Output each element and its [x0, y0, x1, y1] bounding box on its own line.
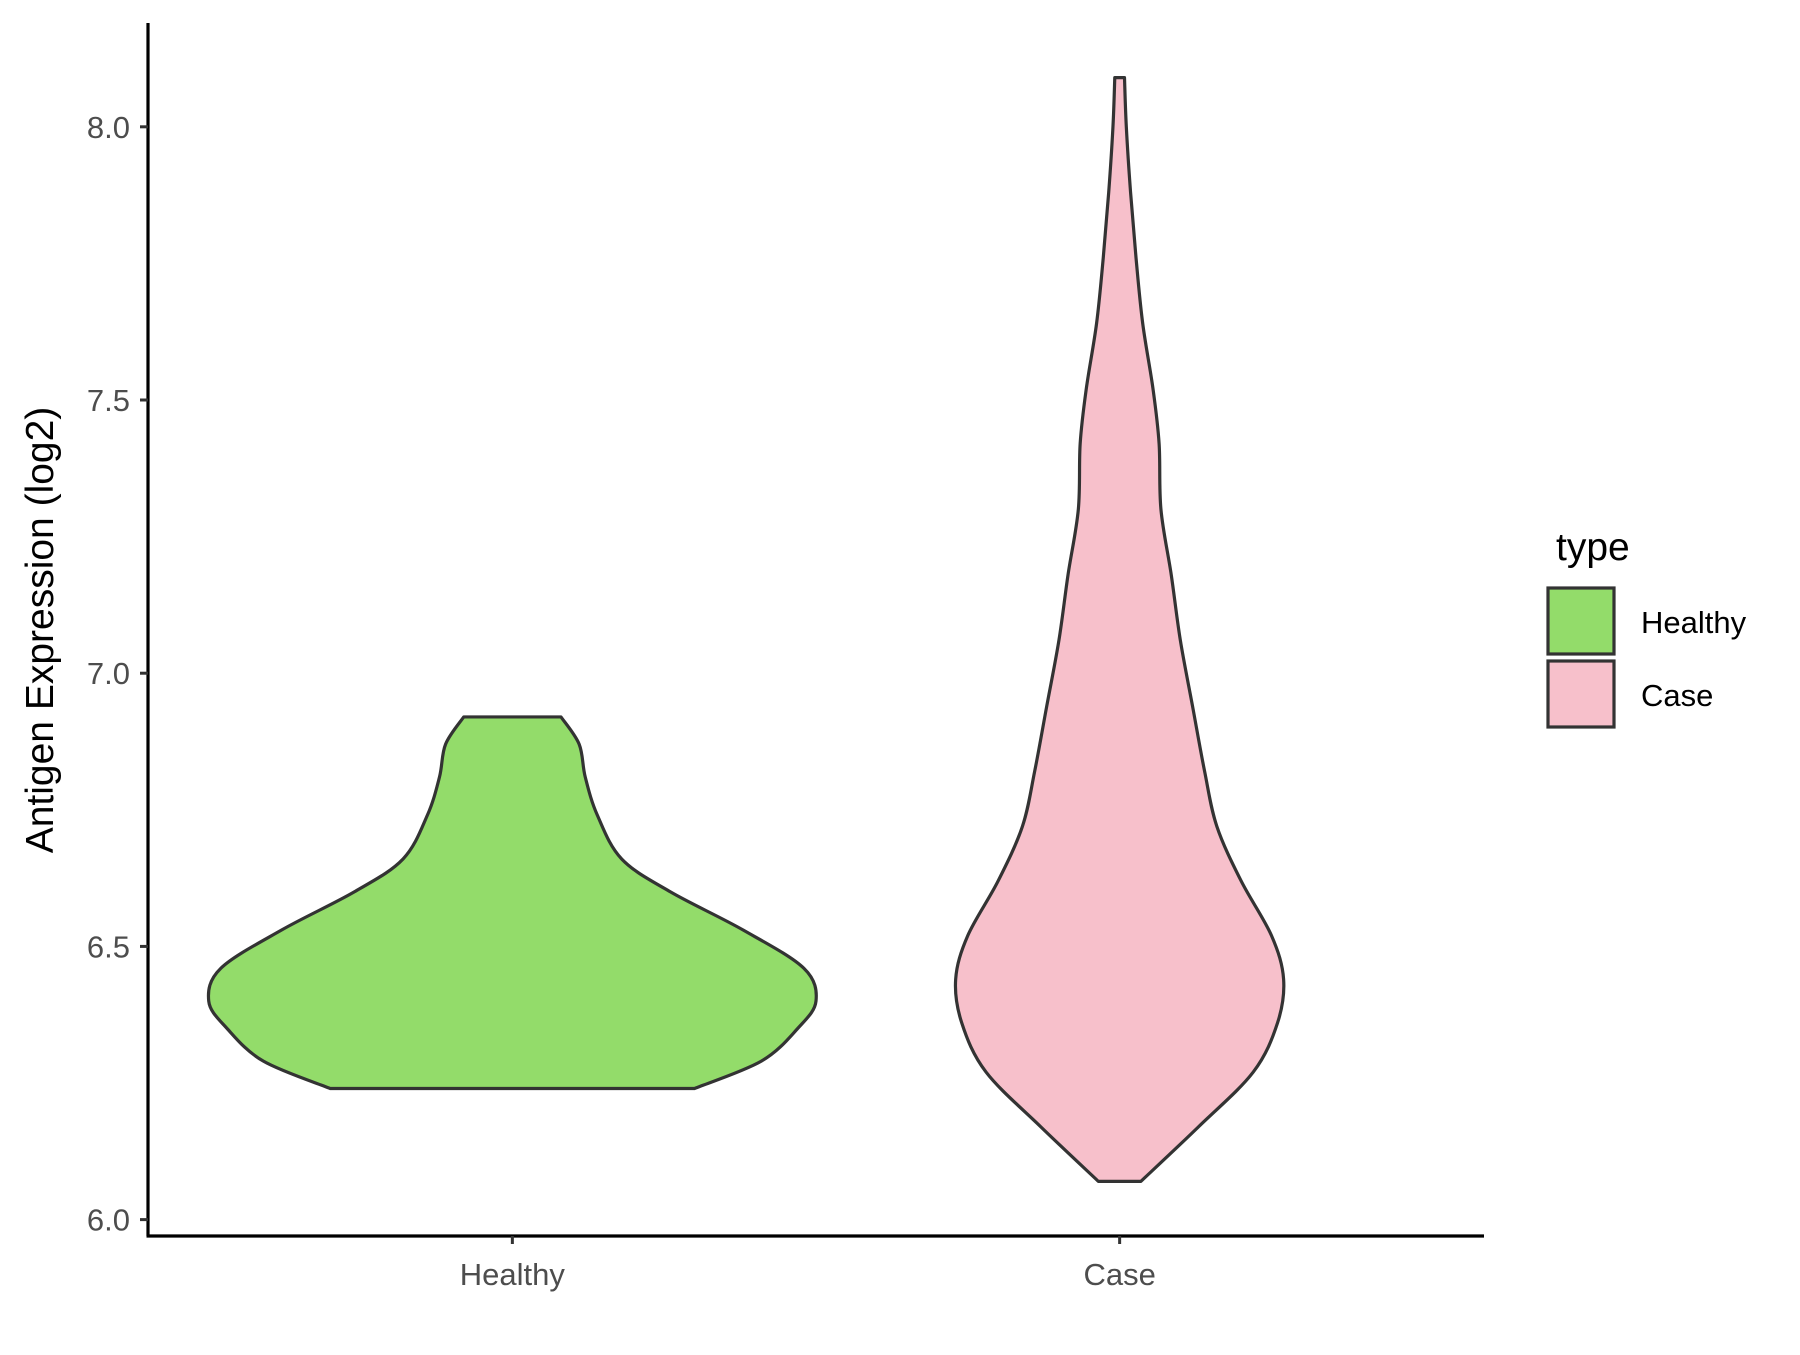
y-tick-label: 7.5	[87, 383, 130, 418]
axes-layer: 6.0 6.5 7.0 7.5 8.0 Healthy Case	[87, 23, 1484, 1292]
legend-swatch	[1546, 586, 1616, 656]
y-ticks: 6.0 6.5 7.0 7.5 8.0	[87, 110, 148, 1238]
legend-label: Healthy	[1641, 605, 1747, 640]
legend-title: type	[1556, 526, 1630, 569]
y-tick-label: 8.0	[87, 110, 130, 145]
legend-swatch	[1546, 659, 1616, 729]
violin-case	[953, 76, 1286, 1183]
y-tick-label: 6.5	[87, 929, 130, 964]
y-tick-label: 6.0	[87, 1203, 130, 1238]
legend: type Healthy Case	[1546, 526, 1747, 729]
y-axis-title: Antigen Expression (log2)	[19, 407, 62, 854]
legend-items: Healthy Case	[1546, 586, 1747, 729]
violins-layer	[206, 76, 1286, 1183]
x-tick-label: Healthy	[460, 1257, 566, 1292]
x-ticks: Healthy Case	[460, 1236, 1156, 1292]
violin-healthy	[206, 715, 818, 1091]
legend-label: Case	[1641, 678, 1713, 713]
y-tick-label: 7.0	[87, 656, 130, 691]
x-tick-label: Case	[1083, 1257, 1155, 1292]
